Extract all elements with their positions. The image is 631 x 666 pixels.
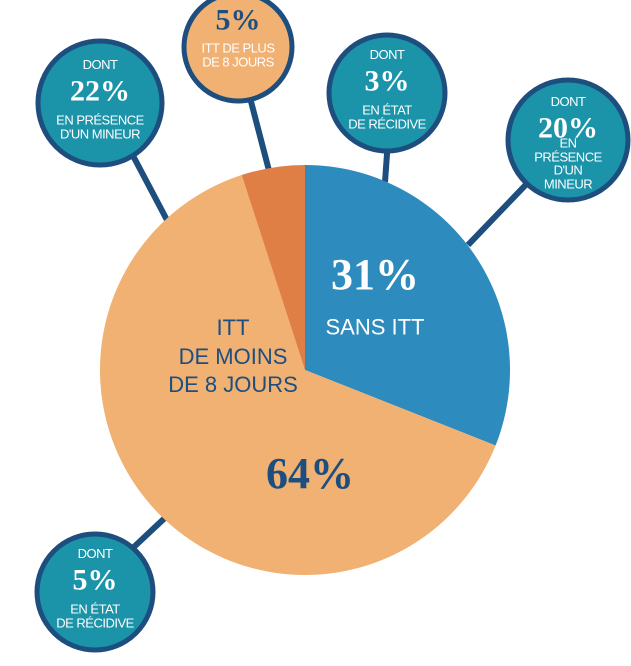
bubble-value: 20% — [538, 111, 598, 145]
callout-line — [127, 148, 171, 224]
bubble-value: 5% — [215, 3, 261, 37]
bubble-prefix: DONT — [77, 546, 113, 562]
bubble — [181, 0, 295, 104]
bubble — [34, 531, 156, 653]
bubble-prefix: DONT — [550, 94, 586, 110]
slice-value-label: 64% — [266, 448, 354, 498]
bubble-value: 5% — [72, 563, 118, 597]
bubble — [326, 32, 448, 154]
bubble-prefix: DONT — [369, 47, 405, 63]
bubble-text: EN PRÉSENCE D'UN MINEUR — [56, 112, 144, 141]
pie — [99, 165, 511, 576]
bubbles — [34, 0, 631, 653]
bubble-text: EN ÉTAT DE RÉCIDIVE — [56, 601, 134, 630]
bubble-prefix: DONT — [82, 57, 118, 73]
bubble-text: EN PRÉSENCE D'UN MINEUR — [534, 135, 602, 192]
bubble — [505, 77, 631, 203]
bubble-value: 22% — [70, 74, 130, 108]
bubble-text: ITT DE PLUS DE 8 JOURS — [201, 40, 275, 69]
slice-label: ITT DE MOINS DE 8 JOURS — [168, 315, 298, 398]
pie-slice — [99, 175, 496, 576]
bubble-value: 3% — [364, 64, 410, 98]
bubble-text: EN ÉTAT DE RÉCIDIVE — [348, 102, 426, 131]
bubble — [35, 38, 165, 168]
slice-label: SANS ITT — [325, 314, 425, 340]
pie-slice — [305, 165, 511, 446]
slice-value-label: 31% — [331, 249, 419, 299]
pie-slice — [241, 165, 305, 370]
